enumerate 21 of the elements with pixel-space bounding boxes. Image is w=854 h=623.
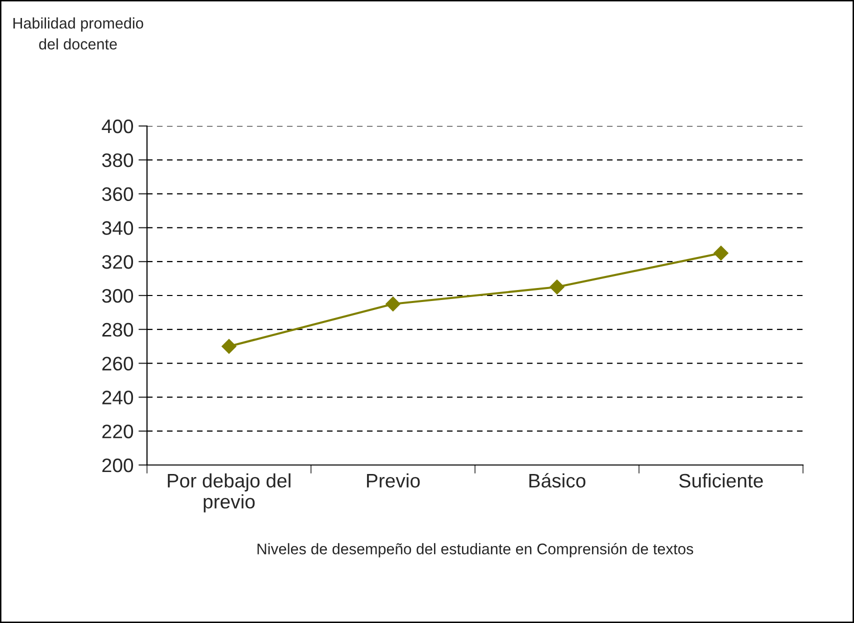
y-tick-label: 320 <box>102 255 134 269</box>
y-tick-label: 280 <box>102 322 134 337</box>
y-axis-title: Habilidad promedio del docente <box>13 17 144 50</box>
x-axis-title: Niveles de desempeño del estudiante en Comprensión de textos <box>258 542 694 558</box>
point <box>386 296 400 312</box>
point <box>550 280 564 294</box>
y-tick-label: 260 <box>102 356 134 371</box>
y-tick-label: 360 <box>102 187 134 202</box>
y-tick-label: 300 <box>102 288 134 303</box>
x-tick-label: Básico <box>529 473 586 488</box>
x-tick-label: Suficiente <box>679 473 763 488</box>
y-tick-label: 340 <box>102 221 134 235</box>
y-tick-label: 400 <box>102 119 134 134</box>
point <box>222 338 236 354</box>
x-tick-label: Por debajo del previo <box>168 473 290 512</box>
x-tick-label: Previo <box>367 473 420 488</box>
y-tick-label: 240 <box>102 390 134 404</box>
y-tick-label: 200 <box>102 458 134 472</box>
point <box>714 246 728 261</box>
y-tick-label: 220 <box>102 424 134 438</box>
y-tick-label: 380 <box>102 153 134 168</box>
